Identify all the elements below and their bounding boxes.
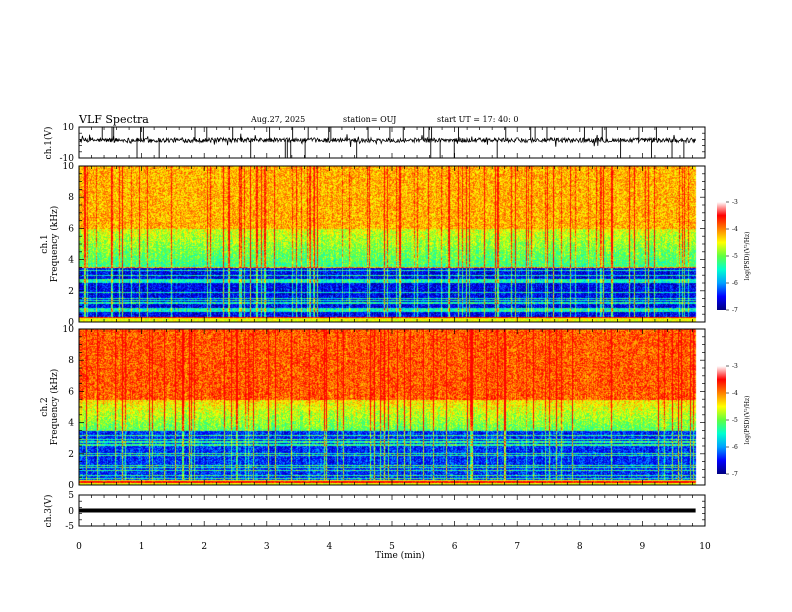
ch2-spectrogram-ylabel: Frequency (kHz) <box>49 369 60 446</box>
ch1-waveform-ticks <box>78 126 706 159</box>
start-time-label: start UT = 17: 40: 0 <box>437 115 518 124</box>
y-tick-label: 6 <box>68 224 74 234</box>
y-tick-label: 6 <box>68 387 74 397</box>
colorbar-tick-label: -5 <box>732 253 738 260</box>
y-tick-label: 4 <box>68 256 74 266</box>
figure-title: VLF Spectra <box>78 113 149 126</box>
ch1-waveform-ylabel: ch.1(V) <box>43 127 54 160</box>
ch1-ytick-bottom: -10 <box>60 154 75 164</box>
x-tick-label: 10 <box>699 542 711 552</box>
ch3-ytick-bottom: -5 <box>65 522 74 532</box>
ch1-colorbar-gradient <box>717 202 726 310</box>
colorbar-tick-label: -5 <box>732 417 738 424</box>
x-tick-label: 8 <box>577 542 583 552</box>
x-tick-label: 9 <box>640 542 646 552</box>
ch1-colorbar-ticks: -3 -4 -5 -6 -7 <box>726 199 738 314</box>
ch1-spectrogram-heatmap <box>79 166 705 322</box>
ch2-spectrogram-panel: 0 2 4 6 8 10 ch.2 Frequency (kHz) <box>40 325 706 491</box>
x-tick-label: 1 <box>139 542 145 552</box>
y-tick-label: 0 <box>68 481 74 491</box>
ch2-colorbar: -3 -4 -5 -6 -7 log(PSD)(V²/Hz) <box>717 363 751 478</box>
y-tick-label: 8 <box>68 193 74 203</box>
ch2-spectrogram-heatmap <box>79 329 705 485</box>
ch1-waveform-panel: 10 -10 ch.1(V) <box>43 123 706 164</box>
time-axis-label: Time (min) <box>375 550 425 561</box>
x-tick-label: 6 <box>452 542 458 552</box>
x-tick-label: 2 <box>201 542 207 552</box>
time-axis-tick-labels: 0 1 2 3 4 5 6 7 8 9 10 <box>76 542 711 552</box>
y-tick-label: 2 <box>68 450 74 460</box>
colorbar-tick-label: -3 <box>732 199 738 206</box>
y-tick-label: 2 <box>68 287 74 297</box>
ch2-colorbar-label: log(PSD)(V²/Hz) <box>744 396 751 445</box>
ch1-spectrogram-ytick-labels: 0 2 4 6 8 10 <box>63 162 75 328</box>
ch1-waveform-spikes <box>101 127 685 158</box>
ch1-spectrogram-channel-label: ch.1 <box>40 234 50 253</box>
y-tick-label: 0 <box>68 318 74 328</box>
ch2-spectrogram-ytick-labels: 0 2 4 6 8 10 <box>63 325 75 491</box>
ch1-spectrogram-ylabel: Frequency (kHz) <box>49 206 60 283</box>
colorbar-tick-label: -4 <box>732 226 738 233</box>
colorbar-tick-label: -7 <box>732 307 738 314</box>
ch1-waveform-line <box>79 133 696 148</box>
x-tick-label: 0 <box>76 542 82 552</box>
y-tick-label: 10 <box>63 325 75 335</box>
ch3-waveform-panel: 5 0 -5 ch.3(V) <box>43 491 706 532</box>
ch3-ytick-top: 5 <box>68 491 74 501</box>
ch3-waveform-ylabel: ch.3(V) <box>43 495 54 528</box>
ch1-colorbar-label: log(PSD)(V²/Hz) <box>744 232 751 281</box>
ch2-colorbar-gradient <box>717 366 726 474</box>
ch2-spectrogram-channel-label: ch.2 <box>40 397 50 416</box>
ch2-colorbar-ticks: -3 -4 -5 -6 -7 <box>726 363 738 478</box>
ch2-spectrogram-ticks <box>78 328 706 486</box>
x-tick-label: 7 <box>514 542 520 552</box>
colorbar-tick-label: -6 <box>732 280 738 287</box>
x-tick-label: 4 <box>327 542 333 552</box>
colorbar-tick-label: -3 <box>732 363 738 370</box>
y-tick-label: 4 <box>68 419 74 429</box>
date-label: Aug.27, 2025 <box>250 115 305 124</box>
ch1-spectrogram-panel: 0 2 4 6 8 10 ch.1 Frequency (kHz) <box>40 162 706 328</box>
x-tick-label: 3 <box>264 542 270 552</box>
ch3-ytick-mid: 0 <box>68 507 74 517</box>
station-label: station= OUJ <box>343 115 396 124</box>
colorbar-tick-label: -4 <box>732 390 738 397</box>
ch1-ytick-top: 10 <box>63 123 75 133</box>
colorbar-tick-label: -7 <box>732 471 738 478</box>
x-tick-label: 5 <box>389 542 395 552</box>
y-tick-label: 10 <box>63 162 75 172</box>
colorbar-tick-label: -6 <box>732 444 738 451</box>
y-tick-label: 8 <box>68 356 74 366</box>
ch3-waveform-ticks <box>78 494 706 527</box>
ch1-colorbar: -3 -4 -5 -6 -7 log(PSD)(V²/Hz) <box>717 199 751 314</box>
ch1-spectrogram-ticks <box>78 165 706 323</box>
